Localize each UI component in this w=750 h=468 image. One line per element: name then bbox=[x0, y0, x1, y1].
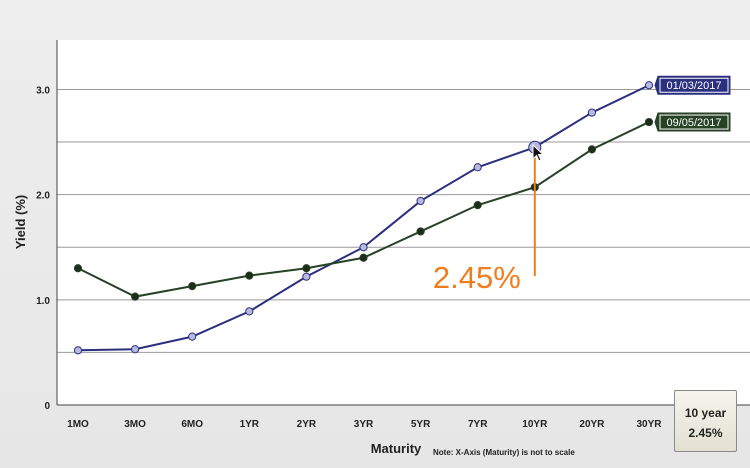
plot-area bbox=[57, 40, 750, 405]
data-point[interactable] bbox=[188, 332, 197, 341]
data-point[interactable] bbox=[587, 145, 597, 154]
series-tags: 01/03/2017 09/05/2017 bbox=[654, 75, 731, 132]
x-tick-labels: 1MO 3MO 6MO 1YR 2YR 3YR 5YR 7YR 10YR 20YR 30YR bbox=[67, 419, 662, 430]
y-axis-title: Yield (%) bbox=[13, 195, 28, 249]
y-tick-label: 2.0 bbox=[36, 191, 50, 202]
x-tick-label: 10YR bbox=[522, 419, 548, 430]
series-tag-border bbox=[659, 77, 729, 93]
info-box-title: 10 year bbox=[684, 406, 727, 420]
data-point[interactable] bbox=[73, 264, 83, 273]
data-point[interactable] bbox=[416, 196, 425, 206]
x-tick-label: 1YR bbox=[240, 419, 260, 430]
x-tick-label: 6MO bbox=[181, 419, 203, 430]
series-tag-label: 09/05/2017 bbox=[666, 117, 721, 129]
data-point[interactable] bbox=[73, 346, 83, 355]
y-tick-label: 0 bbox=[44, 401, 50, 412]
data-point[interactable] bbox=[359, 253, 368, 262]
data-point[interactable] bbox=[644, 81, 654, 90]
data-point[interactable] bbox=[302, 272, 311, 281]
data-point[interactable] bbox=[416, 227, 425, 236]
x-tick-label: 2YR bbox=[297, 419, 317, 430]
info-box-value: 2.45% bbox=[688, 426, 723, 440]
data-point[interactable] bbox=[473, 201, 482, 210]
series-tag: 09/05/2017 bbox=[654, 112, 731, 132]
data-point[interactable] bbox=[644, 117, 654, 127]
data-point[interactable] bbox=[359, 243, 368, 252]
series-tag: 01/03/2017 bbox=[654, 75, 731, 95]
annotation-label: 2.45% bbox=[433, 260, 521, 295]
y-tick-label: 3.0 bbox=[36, 85, 50, 96]
x-axis-note: Note: X-Axis (Maturity) is not to scale bbox=[433, 448, 575, 457]
x-tick-label: 1MO bbox=[67, 419, 89, 430]
x-tick-label: 7YR bbox=[468, 419, 488, 430]
data-point[interactable] bbox=[473, 163, 482, 172]
x-axis-title: Maturity bbox=[371, 441, 422, 456]
data-point[interactable] bbox=[131, 345, 140, 354]
series-tag-label: 01/03/2017 bbox=[666, 80, 721, 92]
x-tick-label: 5YR bbox=[411, 419, 431, 430]
x-tick-label: 3YR bbox=[354, 419, 374, 430]
data-point[interactable] bbox=[302, 264, 311, 273]
x-tick-label: 30YR bbox=[636, 419, 662, 430]
annotation-group: 2.45% bbox=[433, 153, 536, 295]
info-box: 10 year 2.45% bbox=[674, 390, 737, 452]
series-group bbox=[73, 81, 654, 355]
mouse-cursor-icon bbox=[532, 144, 545, 162]
data-point[interactable] bbox=[245, 271, 254, 280]
data-point[interactable] bbox=[245, 307, 254, 316]
data-point[interactable] bbox=[587, 108, 597, 117]
series-tag-box bbox=[654, 75, 731, 95]
data-point[interactable] bbox=[131, 292, 140, 301]
series-tag-border bbox=[659, 114, 729, 130]
y-tick-label: 1.0 bbox=[36, 296, 50, 307]
x-tick-label: 3MO bbox=[124, 419, 146, 430]
grid-lines bbox=[57, 88, 750, 353]
series-tag-box bbox=[654, 112, 731, 132]
y-tick-labels: 0 1.0 2.0 3.0 bbox=[36, 85, 50, 412]
x-tick-label: 20YR bbox=[579, 419, 605, 430]
data-point[interactable] bbox=[188, 282, 197, 291]
